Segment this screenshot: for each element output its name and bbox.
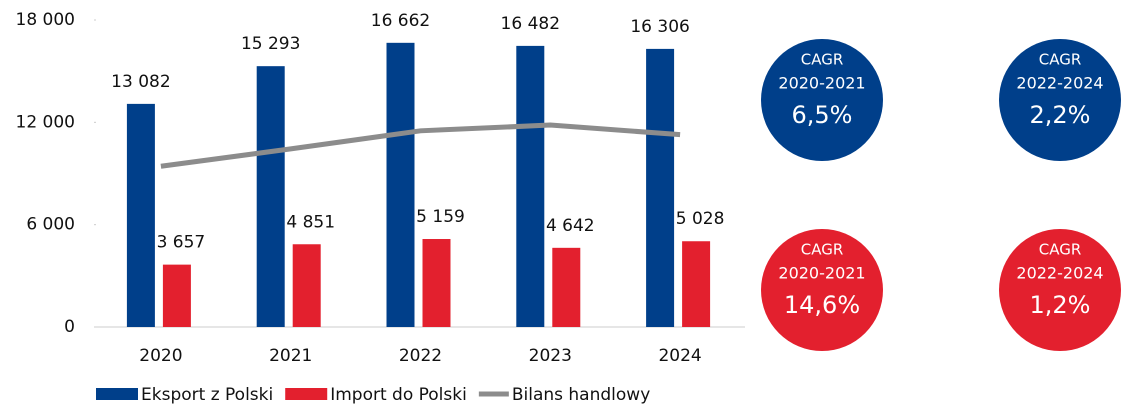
x-tick-label: 2020: [139, 346, 182, 366]
bar: [256, 66, 285, 328]
y-tick-label: 0: [64, 317, 75, 337]
badge-circle: [999, 229, 1121, 351]
bar: [126, 103, 155, 328]
legend-label: Bilans handlowy: [512, 385, 650, 405]
legend-label: Eksport z Polski: [141, 385, 273, 405]
badge-circle: [999, 39, 1121, 161]
cagr-badge: CAGR 2020-2021 14,6%: [761, 229, 883, 351]
badge-period: 2022-2024: [1016, 264, 1103, 283]
legend-label: Import do Polski: [330, 385, 467, 405]
x-tick-label: 2024: [658, 346, 701, 366]
x-tick-label: 2023: [529, 346, 572, 366]
y-tick-label: 6 000: [26, 215, 75, 235]
bar: [646, 48, 675, 327]
line: [160, 122, 681, 169]
bar: [386, 42, 415, 327]
badge-title: CAGR: [801, 51, 844, 69]
data-label: 16 482: [501, 14, 560, 34]
badge-circle: [761, 229, 883, 351]
badge-title: CAGR: [801, 241, 844, 259]
bar: [516, 45, 545, 328]
badge-title: CAGR: [1039, 241, 1082, 259]
data-label: 13 082: [111, 72, 170, 92]
data-label: 5 159: [416, 207, 465, 227]
data-label: 15 293: [241, 34, 300, 54]
bar: [422, 239, 451, 327]
data-label: 4 851: [286, 212, 335, 232]
x-tick-label: 2022: [399, 346, 442, 366]
data-label: 3 657: [157, 233, 206, 253]
badge-value: 14,6%: [784, 291, 860, 319]
badge-period: 2022-2024: [1016, 74, 1103, 93]
badge-value: 2,2%: [1030, 101, 1091, 129]
data-label: 16 306: [630, 17, 689, 37]
bar: [292, 244, 321, 327]
badge-value: 6,5%: [792, 101, 853, 129]
badge-period: 2020-2021: [778, 74, 865, 93]
data-label: 4 642: [546, 216, 595, 236]
data-label: 5 028: [676, 209, 725, 229]
legend-swatch: [96, 388, 138, 400]
badge-title: CAGR: [1039, 51, 1082, 69]
cagr-badge: CAGR 2022-2024 1,2%: [999, 229, 1121, 351]
cagr-badge: CAGR 2020-2021 6,5%: [761, 39, 883, 161]
badge-circle: [761, 39, 883, 161]
badge-period: 2020-2021: [778, 264, 865, 283]
y-tick-label: 12 000: [16, 112, 75, 132]
data-label: 16 662: [371, 11, 430, 31]
badge-value: 1,2%: [1030, 291, 1091, 319]
bar: [682, 241, 711, 327]
cagr-badge: CAGR 2022-2024 2,2%: [999, 39, 1121, 161]
y-tick-label: 18 000: [16, 10, 75, 30]
bar: [552, 247, 581, 327]
x-tick-label: 2021: [269, 346, 312, 366]
legend-swatch: [285, 388, 328, 400]
bar: [162, 264, 191, 327]
